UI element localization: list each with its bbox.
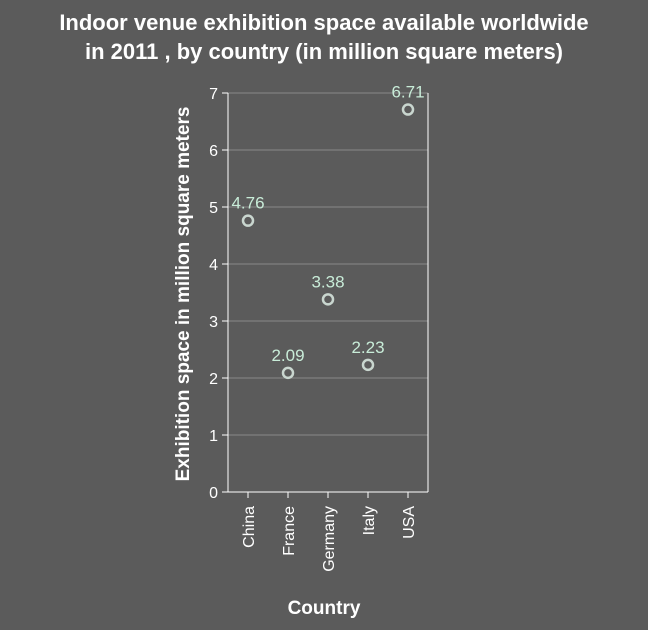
data-point-china (241, 214, 255, 227)
x-tick-label-usa: USA (401, 506, 418, 539)
x-tick-label-italy: Italy (361, 506, 378, 535)
chart-title-line-2: in 2011 , by country (in million square … (85, 39, 563, 64)
data-point-usa (401, 103, 415, 116)
y-tick-label: 0 (209, 485, 218, 502)
data-point-france (281, 366, 295, 380)
x-tick-label-france: France (281, 506, 298, 556)
y-tick-label: 4 (209, 257, 218, 274)
x-tick-label-china: China (241, 506, 258, 548)
y-axis-title: Exhibition space in million square meter… (173, 107, 194, 482)
axes (227, 93, 429, 493)
y-tick-label: 7 (209, 86, 218, 103)
x-axis-title: Country (288, 598, 361, 619)
data-label-germany: 3.38 (311, 272, 344, 291)
y-tick-label: 2 (209, 371, 218, 388)
y-tick-label: 3 (209, 314, 218, 331)
data-point-germany (321, 293, 335, 306)
gridlines (228, 92, 428, 436)
y-tick-label: 5 (209, 200, 218, 217)
data-point-italy (361, 358, 375, 372)
data-label-italy: 2.23 (351, 338, 384, 357)
x-axis-ticks: China France Germany Italy USA (241, 492, 418, 572)
data-points (241, 103, 415, 380)
x-tick-label-germany: Germany (321, 506, 338, 572)
y-tick-label: 1 (209, 428, 218, 445)
chart-title-line-1: Indoor venue exhibition space available … (59, 10, 588, 35)
data-label-china: 4.76 (231, 194, 264, 213)
data-labels: 4.76 2.09 3.38 2.23 6.71 (231, 83, 424, 365)
data-label-usa: 6.71 (391, 83, 424, 102)
data-label-france: 2.09 (271, 346, 304, 365)
y-axis-ticks: 0 1 2 3 4 5 6 7 (209, 86, 228, 502)
y-tick-label: 6 (209, 143, 218, 160)
